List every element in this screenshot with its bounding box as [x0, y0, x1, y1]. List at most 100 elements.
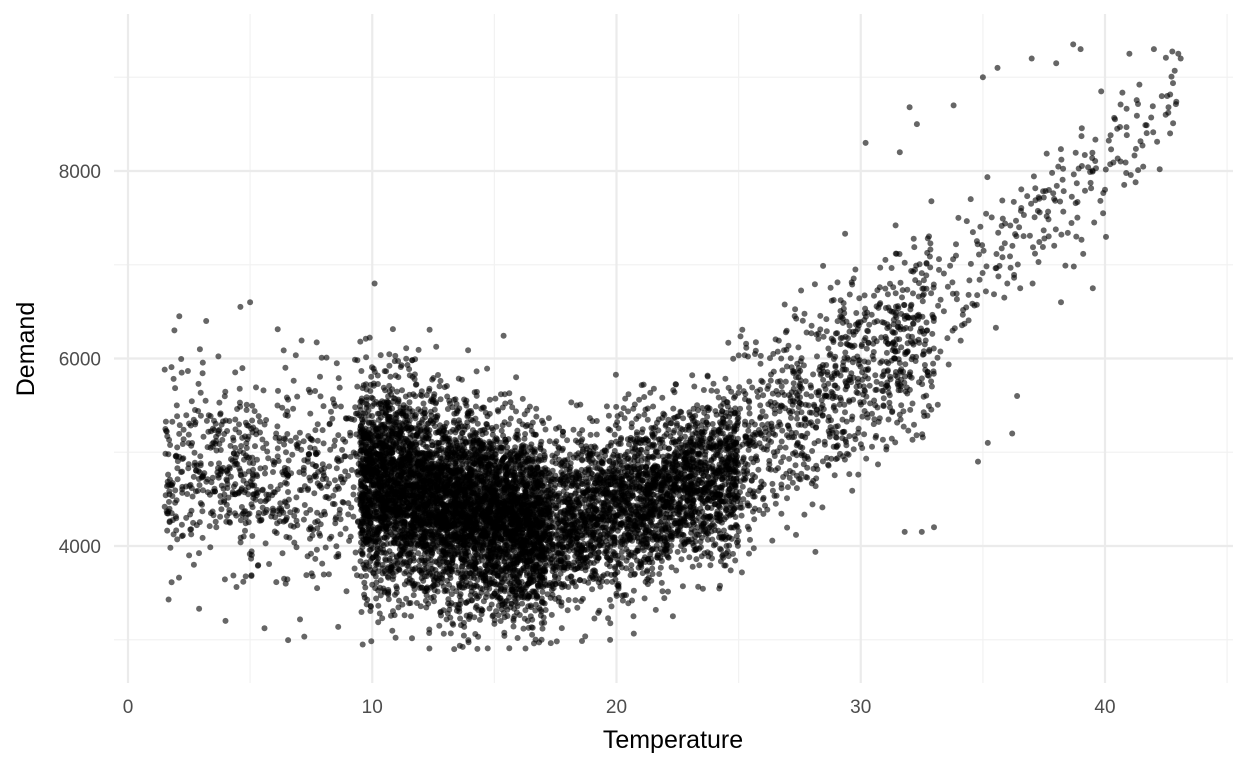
data-point	[376, 610, 383, 617]
data-point	[300, 516, 307, 523]
data-point	[369, 581, 376, 588]
data-point	[389, 576, 396, 583]
data-point	[494, 436, 500, 443]
data-point	[490, 564, 497, 570]
data-point	[503, 438, 509, 445]
data-point	[293, 441, 300, 448]
data-point	[165, 596, 172, 603]
data-point	[265, 455, 272, 462]
data-point	[246, 459, 253, 466]
data-point	[391, 358, 398, 365]
data-point	[307, 444, 314, 451]
data-point	[261, 625, 268, 632]
data-point	[489, 427, 496, 433]
data-point	[312, 427, 319, 434]
data-point	[225, 494, 232, 501]
data-point	[199, 534, 206, 541]
data-point	[197, 453, 204, 460]
data-point	[366, 552, 373, 559]
data-point	[437, 377, 444, 384]
data-point	[472, 483, 479, 490]
data-point	[242, 573, 249, 580]
data-point	[205, 428, 212, 435]
data-point	[348, 416, 355, 423]
data-point	[227, 473, 234, 480]
data-point	[238, 504, 245, 510]
data-point	[266, 561, 273, 567]
data-point	[285, 637, 292, 644]
data-point	[256, 517, 263, 524]
data-point	[317, 521, 324, 528]
data-point	[392, 352, 399, 359]
data-point	[443, 420, 450, 426]
data-point	[287, 437, 294, 444]
data-point	[395, 565, 402, 572]
data-point	[205, 412, 212, 419]
data-point	[301, 502, 308, 508]
data-point	[249, 402, 256, 409]
data-point	[231, 510, 238, 517]
data-point	[396, 597, 402, 604]
data-point	[335, 375, 342, 382]
data-point	[243, 445, 250, 451]
data-point	[217, 513, 224, 520]
data-point	[453, 401, 460, 407]
data-point	[350, 484, 357, 491]
data-point	[165, 471, 172, 478]
data-point	[229, 491, 236, 498]
data-point	[472, 403, 479, 410]
data-point	[291, 512, 298, 519]
data-point	[223, 476, 230, 483]
data-point	[211, 427, 218, 433]
data-point	[336, 384, 343, 391]
data-point	[313, 546, 320, 553]
data-point	[170, 531, 177, 538]
data-point	[333, 514, 339, 521]
data-point	[420, 410, 427, 417]
data-point	[308, 550, 314, 557]
data-point	[484, 645, 491, 652]
data-point	[461, 623, 468, 630]
data-point	[317, 482, 324, 489]
data-point	[358, 573, 365, 580]
data-point	[233, 460, 240, 467]
data-point	[380, 585, 387, 592]
data-point	[189, 493, 196, 500]
data-point	[288, 470, 295, 477]
data-point	[470, 440, 477, 446]
data-point	[504, 613, 511, 619]
data-point	[322, 511, 328, 518]
data-point	[265, 491, 272, 498]
data-point	[281, 435, 288, 442]
data-point	[217, 411, 224, 418]
data-point	[199, 473, 206, 480]
data-point	[335, 553, 342, 560]
data-point	[335, 432, 342, 439]
data-point	[386, 362, 393, 369]
data-point	[332, 520, 339, 527]
data-point	[351, 565, 358, 572]
data-point	[197, 389, 204, 396]
data-point	[359, 641, 366, 648]
data-point	[366, 334, 373, 341]
data-point	[276, 511, 283, 518]
data-point	[226, 510, 233, 516]
data-point	[314, 421, 321, 428]
data-point	[352, 450, 359, 457]
data-point	[363, 559, 370, 566]
data-point	[259, 504, 266, 511]
data-point	[207, 444, 214, 451]
data-point	[281, 441, 288, 448]
data-point	[276, 435, 283, 441]
data-point	[274, 445, 281, 452]
data-point	[226, 418, 233, 424]
data-point	[389, 326, 396, 333]
data-point	[230, 434, 237, 441]
data-point	[456, 405, 463, 412]
data-point	[248, 573, 255, 579]
data-point	[294, 393, 301, 400]
data-point	[336, 510, 343, 517]
data-point	[363, 354, 370, 361]
data-point	[218, 506, 225, 513]
data-point	[161, 366, 168, 373]
